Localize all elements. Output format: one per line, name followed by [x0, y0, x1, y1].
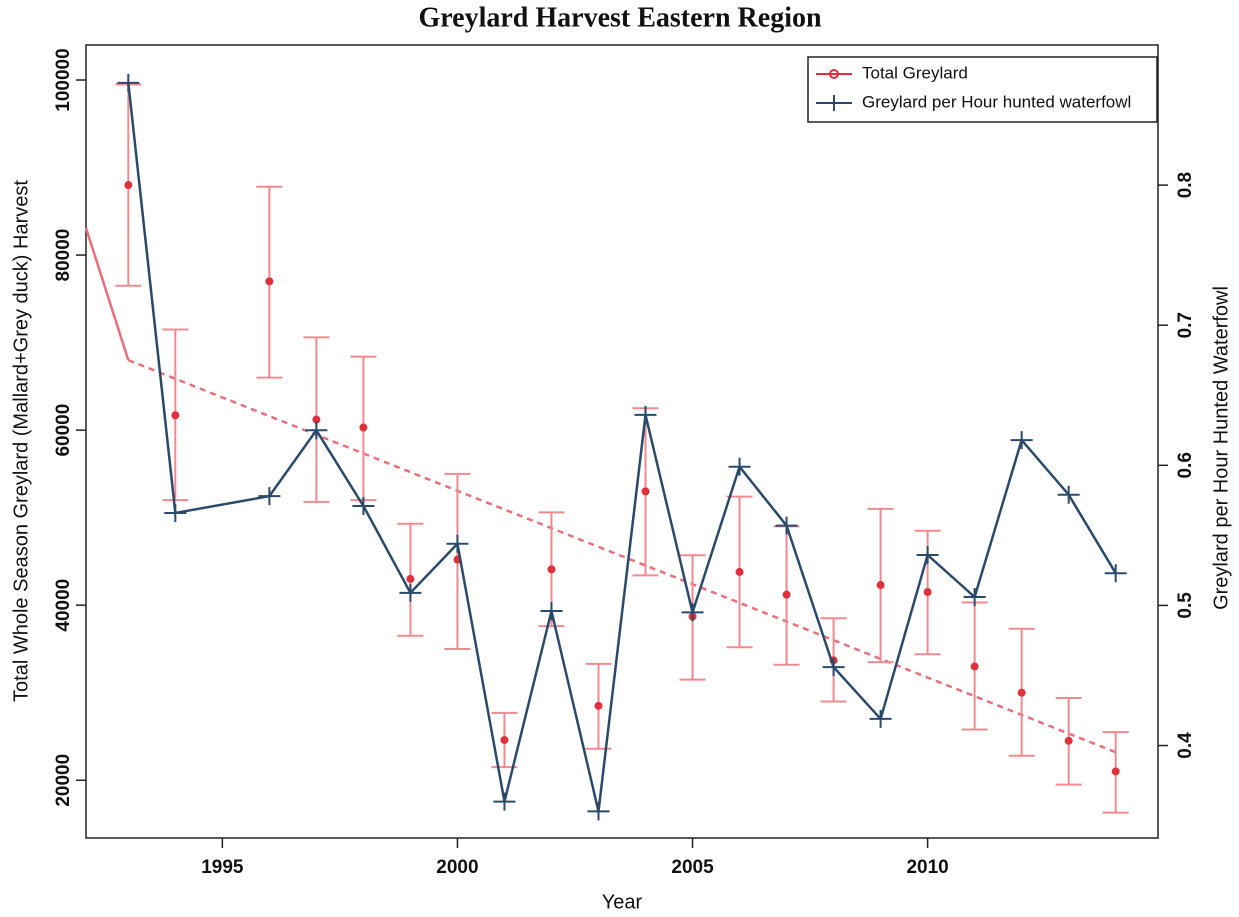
point	[923, 588, 932, 597]
y-axis-label: Total Whole Season Greylard (Mallard+Gre…	[10, 180, 32, 702]
plus-marker	[446, 534, 469, 553]
x-tick-label: 2000	[436, 857, 478, 878]
plus-marker	[728, 457, 751, 476]
trend-line	[84, 227, 130, 361]
x-tick-label: 2005	[671, 857, 714, 878]
y-tick-label: 20000	[53, 754, 74, 807]
plus-marker	[634, 405, 657, 424]
plot-frame	[85, 44, 1159, 839]
y2-axis-label: Greylard per Hour Hunted Waterfowl	[1210, 286, 1232, 610]
y-tick-label: 80000	[53, 229, 74, 282]
y2-tick-label: 0.8	[1175, 172, 1196, 198]
plus-marker	[164, 503, 187, 522]
legend-label: Total Greylard	[862, 63, 968, 82]
plus-marker	[399, 583, 422, 602]
point	[735, 567, 744, 576]
x-tick-label: 1995	[201, 857, 244, 878]
trend-line	[127, 358, 1117, 754]
series-line	[127, 82, 1117, 812]
plus-marker	[916, 545, 939, 564]
point	[500, 735, 509, 744]
plus-marker	[1057, 485, 1080, 504]
chart-title: Greylard Harvest Eastern Region	[418, 2, 822, 33]
plus-marker	[775, 516, 798, 535]
point	[359, 423, 368, 432]
point	[594, 701, 603, 710]
legend-marker	[829, 69, 839, 79]
plus-marker	[540, 602, 563, 621]
point	[641, 487, 650, 496]
plus-marker	[681, 603, 704, 622]
plus-marker	[1010, 431, 1033, 450]
y-tick-label: 100000	[53, 48, 74, 111]
point	[1017, 688, 1026, 697]
plus-marker	[963, 588, 986, 607]
plus-marker	[822, 658, 845, 677]
plus-marker	[1104, 564, 1127, 583]
legend-label: Greylard per Hour hunted waterfowl	[862, 92, 1131, 111]
point	[970, 662, 979, 671]
point	[171, 411, 180, 420]
plus-marker	[305, 421, 328, 440]
y2-tick-label: 0.5	[1175, 592, 1196, 619]
point	[1064, 736, 1073, 745]
y2-tick-label: 0.7	[1175, 312, 1196, 338]
point	[406, 574, 415, 583]
point	[876, 581, 885, 590]
plus-marker	[352, 496, 375, 515]
plus-marker	[258, 487, 281, 506]
y2-tick-label: 0.4	[1175, 732, 1196, 759]
point	[124, 181, 133, 190]
point	[265, 277, 274, 286]
x-axis-label: Year	[602, 891, 643, 913]
y-tick-label: 60000	[53, 404, 74, 457]
legend-box	[807, 56, 1158, 123]
x-tick-label: 2010	[906, 857, 948, 878]
point	[547, 565, 556, 574]
plus-marker	[869, 709, 892, 728]
plus-marker	[493, 792, 516, 811]
y2-tick-label: 0.6	[1175, 452, 1196, 478]
point	[782, 590, 791, 599]
plus-marker	[117, 73, 140, 92]
plus-marker	[587, 802, 610, 821]
point	[1111, 767, 1120, 776]
y-tick-label: 40000	[53, 579, 74, 632]
